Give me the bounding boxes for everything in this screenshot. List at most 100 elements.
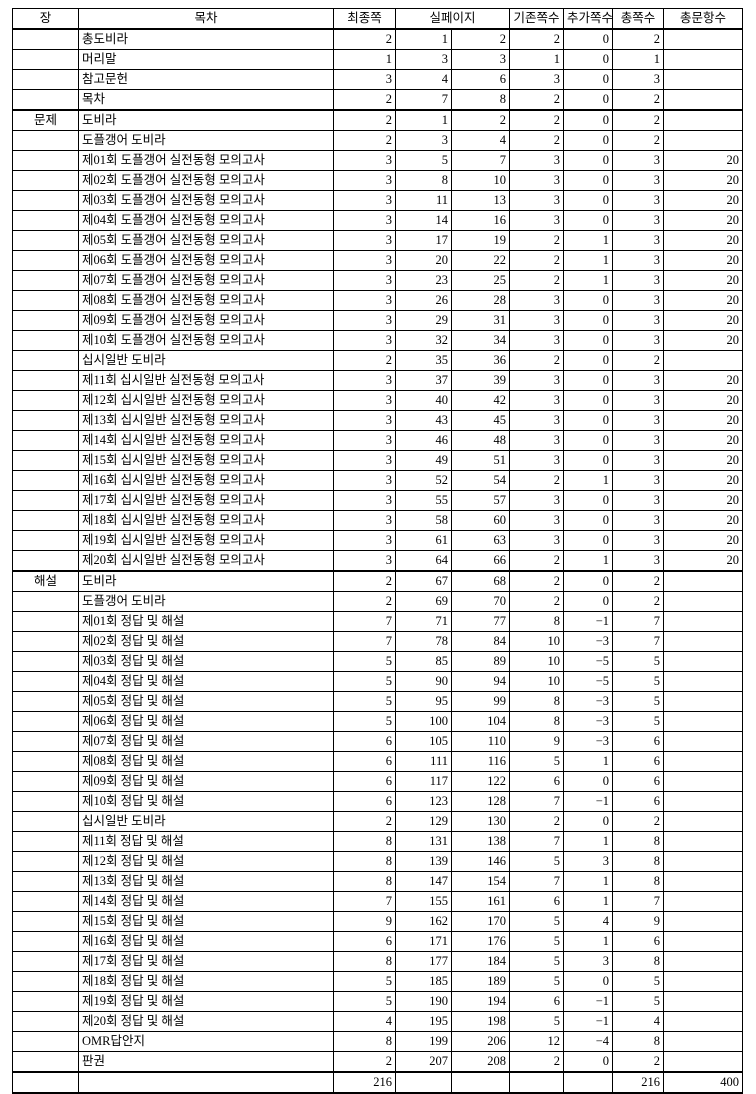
cell-total-pages: 5 xyxy=(612,971,665,992)
cell-added-pages: 0 xyxy=(563,350,614,371)
cell-final-page: 8 xyxy=(333,851,396,872)
cell-added-pages: −4 xyxy=(563,1031,614,1052)
table-row[interactable]: 제13회 십시일반 실전동형 모의고사 3 43 45 3 0 3 20 xyxy=(12,410,744,431)
table-row[interactable]: 총도비라 2 1 2 2 0 2 xyxy=(12,28,744,50)
cell-real-page-start: 3 xyxy=(395,49,452,70)
table-row[interactable]: 제07회 정답 및 해설 6 105 110 9 −3 6 xyxy=(12,731,744,752)
cell-final-page: 6 xyxy=(333,791,396,812)
cell-added-pages: 1 xyxy=(563,470,614,491)
table-row[interactable]: 제01회 정답 및 해설 7 71 77 8 −1 7 xyxy=(12,611,744,632)
table-row[interactable]: 제18회 십시일반 실전동형 모의고사 3 58 60 3 0 3 20 xyxy=(12,510,744,531)
cell-total-items xyxy=(663,891,744,912)
cell-real-page-start: 46 xyxy=(395,430,452,451)
table-row[interactable]: 십시일반 도비라 2 129 130 2 0 2 xyxy=(12,811,744,832)
table-row[interactable]: 제09회 도플갱어 실전동형 모의고사 3 29 31 3 0 3 20 xyxy=(12,310,744,331)
table-row[interactable]: 제02회 정답 및 해설 7 78 84 10 −3 7 xyxy=(12,631,744,652)
table-row[interactable]: 제04회 도플갱어 실전동형 모의고사 3 14 16 3 0 3 20 xyxy=(12,210,744,231)
table-row[interactable]: 제14회 정답 및 해설 7 155 161 6 1 7 xyxy=(12,891,744,912)
table-row[interactable]: 제16회 정답 및 해설 6 171 176 5 1 6 xyxy=(12,931,744,952)
table-row[interactable]: 제19회 십시일반 실전동형 모의고사 3 61 63 3 0 3 20 xyxy=(12,530,744,551)
cell-real-page-start: 11 xyxy=(395,190,452,211)
cell-final-page: 3 xyxy=(333,69,396,90)
table-row[interactable]: 제08회 도플갱어 실전동형 모의고사 3 26 28 3 0 3 20 xyxy=(12,290,744,311)
cell-total-pages: 6 xyxy=(612,771,665,792)
cell-total-items: 20 xyxy=(663,150,744,171)
cell-final-page: 3 xyxy=(333,190,396,211)
table-row[interactable]: 제01회 도플갱어 실전동형 모의고사 3 5 7 3 0 3 20 xyxy=(12,150,744,171)
table-row[interactable]: 목차 2 7 8 2 0 2 xyxy=(12,89,744,111)
table-row[interactable]: 제20회 정답 및 해설 4 195 198 5 −1 4 xyxy=(12,1011,744,1032)
table-row[interactable]: 제08회 정답 및 해설 6 111 116 5 1 6 xyxy=(12,751,744,772)
table-row[interactable]: 제14회 십시일반 실전동형 모의고사 3 46 48 3 0 3 20 xyxy=(12,430,744,451)
table-row[interactable]: 참고문헌 3 4 6 3 0 3 xyxy=(12,69,744,90)
table-row[interactable]: 제15회 십시일반 실전동형 모의고사 3 49 51 3 0 3 20 xyxy=(12,450,744,471)
table-row[interactable]: 제16회 십시일반 실전동형 모의고사 3 52 54 2 1 3 20 xyxy=(12,470,744,491)
cell-real-page-end: 2 xyxy=(450,109,511,131)
cell-real-page-end: 130 xyxy=(450,811,511,832)
table-row[interactable]: 제06회 도플갱어 실전동형 모의고사 3 20 22 2 1 3 20 xyxy=(12,250,744,271)
cell-total-items xyxy=(663,911,744,932)
cell-added-pages: −1 xyxy=(563,1011,614,1032)
cell-chapter xyxy=(12,731,79,752)
table-row[interactable]: 제04회 정답 및 해설 5 90 94 10 −5 5 xyxy=(12,671,744,692)
table-row[interactable]: 제10회 정답 및 해설 6 123 128 7 −1 6 xyxy=(12,791,744,812)
cell-total-pages: 7 xyxy=(612,631,665,652)
cell-total-items xyxy=(663,851,744,872)
cell-chapter: 문제 xyxy=(12,109,79,131)
cell-real-page-start: 1 xyxy=(395,109,452,131)
cell-total-items xyxy=(663,971,744,992)
table-row[interactable]: 제18회 정답 및 해설 5 185 189 5 0 5 xyxy=(12,971,744,992)
table-row[interactable]: 판권 2 207 208 2 0 2 xyxy=(12,1051,744,1073)
cell-final-page: 6 xyxy=(333,931,396,952)
cell-total-pages: 3 xyxy=(612,250,665,271)
table-row[interactable]: 문제 도비라 2 1 2 2 0 2 xyxy=(12,109,744,131)
cell-chapter xyxy=(12,871,79,892)
cell-prev-pages: 3 xyxy=(509,69,565,90)
table-row[interactable]: OMR답안지 8 199 206 12 −4 8 xyxy=(12,1031,744,1052)
cell-real-page-start: 207 xyxy=(395,1051,452,1073)
cell-chapter xyxy=(12,250,79,271)
cell-real-page-end: 68 xyxy=(450,570,511,592)
cell-chapter xyxy=(12,230,79,251)
table-row[interactable]: 제15회 정답 및 해설 9 162 170 5 4 9 xyxy=(12,911,744,932)
column-header-real-page: 실페이지 xyxy=(394,8,511,30)
cell-final-page: 8 xyxy=(333,1031,396,1052)
table-row[interactable]: 제11회 정답 및 해설 8 131 138 7 1 8 xyxy=(12,831,744,852)
total-cell-prev-pages xyxy=(509,1071,565,1094)
table-row[interactable]: 제07회 도플갱어 실전동형 모의고사 3 23 25 2 1 3 20 xyxy=(12,270,744,291)
cell-added-pages: 0 xyxy=(563,49,614,70)
cell-total-items xyxy=(663,69,744,90)
table-row[interactable]: 제05회 정답 및 해설 5 95 99 8 −3 5 xyxy=(12,691,744,712)
table-row[interactable]: 제02회 도플갱어 실전동형 모의고사 3 8 10 3 0 3 20 xyxy=(12,170,744,191)
table-row[interactable]: 제09회 정답 및 해설 6 117 122 6 0 6 xyxy=(12,771,744,792)
table-row[interactable]: 해설 도비라 2 67 68 2 0 2 xyxy=(12,570,744,592)
cell-real-page-start: 64 xyxy=(395,550,452,572)
table-row[interactable]: 제03회 정답 및 해설 5 85 89 10 −5 5 xyxy=(12,651,744,672)
table-row[interactable]: 제06회 정답 및 해설 5 100 104 8 −3 5 xyxy=(12,711,744,732)
cell-total-items xyxy=(663,751,744,772)
cell-final-page: 3 xyxy=(333,370,396,391)
table-row[interactable]: 도플갱어 도비라 2 69 70 2 0 2 xyxy=(12,591,744,612)
cell-real-page-end: 57 xyxy=(450,490,511,511)
table-row[interactable]: 제13회 정답 및 해설 8 147 154 7 1 8 xyxy=(12,871,744,892)
cell-prev-pages: 12 xyxy=(509,1031,565,1052)
table-row[interactable]: 십시일반 도비라 2 35 36 2 0 2 xyxy=(12,350,744,371)
cell-real-page-start: 85 xyxy=(395,651,452,672)
table-row[interactable]: 제12회 정답 및 해설 8 139 146 5 3 8 xyxy=(12,851,744,872)
cell-final-page: 4 xyxy=(333,1011,396,1032)
cell-chapter xyxy=(12,951,79,972)
cell-total-pages: 2 xyxy=(612,130,665,151)
table-row[interactable]: 제20회 십시일반 실전동형 모의고사 3 64 66 2 1 3 20 xyxy=(12,550,744,572)
cell-prev-pages: 9 xyxy=(509,731,565,752)
table-row[interactable]: 제12회 십시일반 실전동형 모의고사 3 40 42 3 0 3 20 xyxy=(12,390,744,411)
table-row[interactable]: 제17회 십시일반 실전동형 모의고사 3 55 57 3 0 3 20 xyxy=(12,490,744,511)
column-header-total-pages: 총쪽수 xyxy=(612,8,665,30)
table-row[interactable]: 제05회 도플갱어 실전동형 모의고사 3 17 19 2 1 3 20 xyxy=(12,230,744,251)
table-row[interactable]: 제17회 정답 및 해설 8 177 184 5 3 8 xyxy=(12,951,744,972)
table-row[interactable]: 제10회 도플갱어 실전동형 모의고사 3 32 34 3 0 3 20 xyxy=(12,330,744,351)
table-row[interactable]: 제03회 도플갱어 실전동형 모의고사 3 11 13 3 0 3 20 xyxy=(12,190,744,211)
table-row[interactable]: 머리말 1 3 3 1 0 1 xyxy=(12,49,744,70)
table-row[interactable]: 도플갱어 도비라 2 3 4 2 0 2 xyxy=(12,130,744,151)
cell-title: 도비라 xyxy=(78,109,334,131)
table-row[interactable]: 제11회 십시일반 실전동형 모의고사 3 37 39 3 0 3 20 xyxy=(12,370,744,391)
